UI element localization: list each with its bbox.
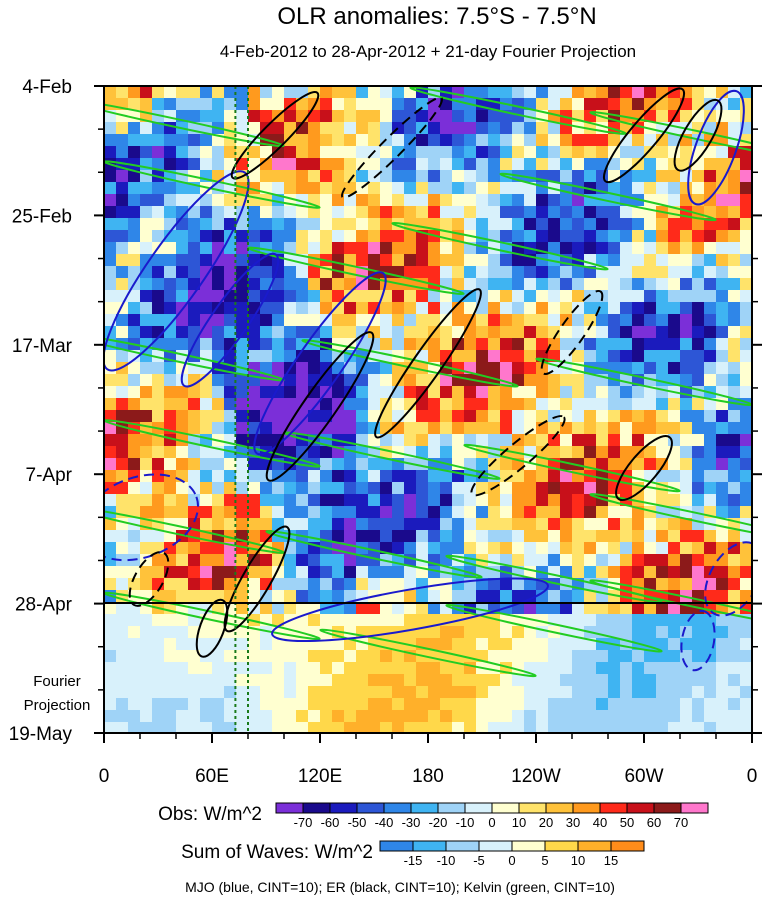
plot-area	[103, 85, 753, 734]
colorbar-swatch	[544, 840, 579, 852]
y-tick-label: 28-Apr	[15, 595, 73, 616]
waves-colorbar: -15 -10 -5 0 5 10 15	[379, 840, 645, 868]
colorbar-level-label: 10	[512, 815, 526, 830]
colorbar-swatch	[653, 802, 682, 814]
colorbar-level-label: 0	[488, 815, 495, 830]
colorbar-level-label: -15	[404, 853, 423, 868]
colorbar-swatch	[545, 802, 574, 814]
colorbar-level-label: 15	[604, 853, 618, 868]
x-tick-label: 120E	[298, 766, 342, 787]
colorbar-swatch	[383, 802, 412, 814]
colorbar-swatch	[680, 802, 709, 814]
colorbar-swatch	[626, 802, 655, 814]
colorbar-level-label: -10	[456, 815, 475, 830]
chart-caption: MJO (blue, CINT=10); ER (black, CINT=10)…	[185, 879, 615, 895]
wave-contours	[104, 86, 752, 678]
anomaly-field	[104, 86, 752, 733]
x-tick-label: 0	[747, 766, 758, 787]
colorbar-swatch	[464, 802, 493, 814]
projection-label-line1: Fourier	[33, 673, 81, 690]
y-tick-label: 17-Mar	[12, 336, 73, 357]
obs-colorbar: -70 -60 -50 -40 -30 -20 -10 0 10 20 30 40 50 60 70	[275, 802, 709, 830]
colorbar-swatch	[437, 802, 466, 814]
colorbar-level-label: 10	[571, 853, 585, 868]
waves-colorbar-label: Sum of Waves: W/m^2	[181, 842, 373, 863]
colorbar-level-label: -5	[473, 853, 485, 868]
colorbar-swatch	[379, 840, 414, 852]
colorbar-swatch	[329, 802, 358, 814]
x-tick-label: 60W	[624, 766, 663, 787]
colorbar-swatch	[275, 802, 304, 814]
x-tick-label: 0	[99, 766, 110, 787]
chart-title: OLR anomalies: 7.5°S - 7.5°N	[277, 3, 596, 30]
projection-label-line2: Projection	[24, 697, 91, 714]
y-tick-label: 19-May	[9, 724, 73, 745]
colorbar-level-label: 50	[620, 815, 634, 830]
colorbar-level-label: 30	[566, 815, 580, 830]
colorbar-swatch	[491, 802, 520, 814]
x-axis: 0 60E 120E 180 120W 60W 0	[99, 733, 758, 787]
y-tick-label: 7-Apr	[26, 465, 73, 486]
colorbar-level-label: 60	[647, 815, 661, 830]
colorbar-level-label: -70	[294, 815, 313, 830]
colorbar-swatch	[572, 802, 601, 814]
colorbar-swatch	[577, 840, 612, 852]
colorbar-level-label: -30	[402, 815, 421, 830]
chart-subtitle: 4-Feb-2012 to 28-Apr-2012 + 21-day Fouri…	[220, 42, 636, 61]
colorbar-swatch	[599, 802, 628, 814]
colorbar-swatch	[610, 840, 645, 852]
y-axis: 4-Feb 25-Feb 17-Mar 7-Apr 28-Apr 19-May	[9, 77, 762, 745]
obs-colorbar-label: Obs: W/m^2	[158, 804, 262, 825]
colorbar-level-label: 5	[541, 853, 548, 868]
colorbar-swatch	[511, 840, 546, 852]
colorbar-swatch	[518, 802, 547, 814]
x-tick-label: 120W	[511, 766, 561, 787]
x-tick-label: 180	[412, 766, 444, 787]
colorbar-swatch	[478, 840, 513, 852]
y-tick-label: 25-Feb	[12, 206, 72, 227]
colorbar-level-label: -60	[321, 815, 340, 830]
colorbar-level-label: 0	[508, 853, 515, 868]
y-tick-label: 4-Feb	[22, 77, 72, 98]
colorbar-level-label: -10	[437, 853, 456, 868]
colorbar-swatch	[302, 802, 331, 814]
colorbar-level-label: 40	[593, 815, 607, 830]
colorbar-swatch	[356, 802, 385, 814]
x-tick-label: 60E	[195, 766, 229, 787]
colorbar-swatch	[410, 802, 439, 814]
colorbar-swatch	[412, 840, 447, 852]
colorbar-level-label: -50	[348, 815, 367, 830]
colorbar-level-label: 20	[539, 815, 553, 830]
colorbar-level-label: -40	[375, 815, 394, 830]
colorbar-level-label: 70	[674, 815, 688, 830]
colorbar-swatch	[445, 840, 480, 852]
colorbar-level-label: -20	[429, 815, 448, 830]
